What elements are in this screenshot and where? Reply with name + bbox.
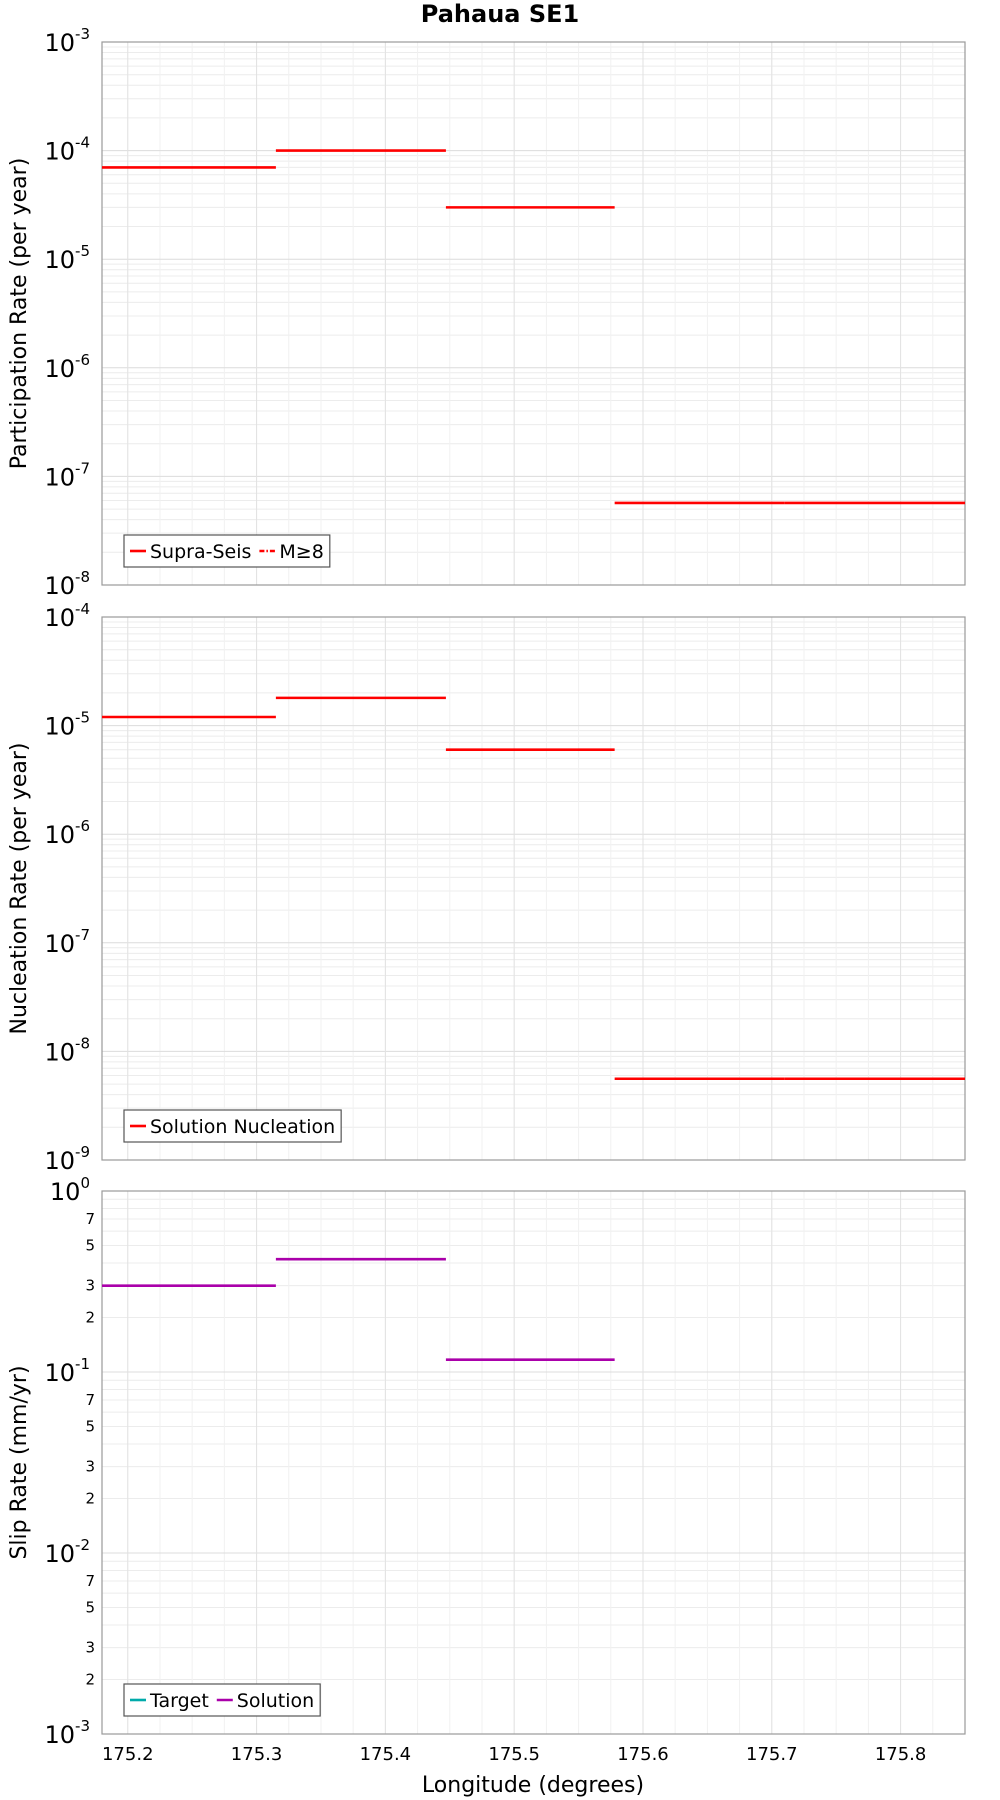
y-tick-label: 10-4 bbox=[44, 600, 90, 632]
y-tick-label: 10-4 bbox=[44, 134, 90, 166]
legend: Target Solution bbox=[123, 1683, 321, 1717]
y-axis-label: Slip Rate (mm/yr) bbox=[7, 1365, 32, 1559]
y-tick-exponent: -9 bbox=[75, 1143, 90, 1161]
y-minor-tick-label: 7 bbox=[85, 1572, 95, 1590]
legend-label: Solution Nucleation bbox=[150, 1116, 335, 1138]
y-minor-tick-label: 3 bbox=[85, 1277, 95, 1295]
y-minor-tick-label: 5 bbox=[85, 1598, 95, 1616]
plot-frame bbox=[101, 1190, 966, 1735]
y-tick-exponent: -7 bbox=[75, 926, 90, 944]
y-minor-tick-label: 3 bbox=[85, 1639, 95, 1657]
y-tick-label: 10-1 bbox=[44, 1355, 90, 1387]
x-tick-label: 175.4 bbox=[360, 1744, 412, 1765]
y-minor-tick-label: 7 bbox=[85, 1210, 95, 1228]
x-tick-label: 175.2 bbox=[102, 1744, 154, 1765]
y-tick-base: 10 bbox=[44, 355, 75, 383]
y-tick-label: 10-7 bbox=[44, 459, 90, 491]
y-tick-base: 10 bbox=[44, 138, 75, 166]
y-tick-base: 10 bbox=[44, 463, 75, 491]
y-tick-base: 10 bbox=[44, 1721, 75, 1749]
y-tick-label: 10-9 bbox=[44, 1143, 90, 1175]
y-tick-label: 10-6 bbox=[44, 817, 90, 849]
legend-label: Solution bbox=[237, 1690, 314, 1712]
y-tick-label: 10-3 bbox=[44, 25, 90, 57]
plot-frame bbox=[101, 41, 966, 586]
y-tick-exponent: -7 bbox=[75, 459, 90, 477]
y-tick-label: 10-3 bbox=[44, 1717, 90, 1749]
legend-label: Supra-Seis bbox=[150, 541, 251, 563]
y-tick-base: 10 bbox=[44, 29, 75, 57]
y-tick-base: 10 bbox=[44, 930, 75, 958]
legend: Solution Nucleation bbox=[123, 1109, 342, 1143]
y-tick-exponent: -6 bbox=[75, 351, 90, 369]
y-minor-tick-label: 3 bbox=[85, 1458, 95, 1476]
x-tick-label: 175.8 bbox=[875, 1744, 927, 1765]
y-tick-label: 10-5 bbox=[44, 242, 90, 274]
y-tick-base: 10 bbox=[44, 1359, 75, 1387]
legend-box bbox=[123, 534, 331, 568]
y-tick-label: 10-6 bbox=[44, 351, 90, 383]
y-tick-base: 10 bbox=[44, 713, 75, 741]
y-tick-exponent: -2 bbox=[75, 1536, 90, 1554]
y-axis-label: Participation Rate (per year) bbox=[7, 158, 32, 470]
y-axis-label: Nucleation Rate (per year) bbox=[7, 743, 32, 1035]
y-tick-label: 10-2 bbox=[44, 1536, 90, 1568]
y-tick-exponent: -5 bbox=[75, 709, 90, 727]
y-tick-label: 10-7 bbox=[44, 926, 90, 958]
legend-label: Target bbox=[149, 1690, 209, 1712]
y-tick-exponent: -4 bbox=[75, 600, 90, 618]
legend-label: M≥8 bbox=[279, 541, 323, 563]
y-minor-tick-label: 5 bbox=[85, 1417, 95, 1435]
y-tick-exponent: 0 bbox=[80, 1174, 90, 1192]
y-tick-exponent: -1 bbox=[75, 1355, 90, 1373]
y-minor-tick-label: 5 bbox=[85, 1236, 95, 1254]
x-axis-label: Longitude (degrees) bbox=[422, 1773, 644, 1798]
y-tick-exponent: -3 bbox=[75, 1717, 90, 1735]
y-tick-base: 10 bbox=[50, 1178, 81, 1206]
y-tick-exponent: -6 bbox=[75, 817, 90, 835]
y-minor-tick-label: 2 bbox=[85, 1671, 95, 1689]
y-tick-base: 10 bbox=[44, 1540, 75, 1568]
legend-box bbox=[123, 1109, 342, 1143]
x-tick-label: 175.3 bbox=[231, 1744, 283, 1765]
y-tick-base: 10 bbox=[44, 604, 75, 632]
y-tick-label: 100 bbox=[50, 1174, 90, 1206]
y-tick-exponent: -8 bbox=[75, 568, 90, 586]
y-tick-base: 10 bbox=[44, 821, 75, 849]
y-tick-label: 10-5 bbox=[44, 709, 90, 741]
y-tick-base: 10 bbox=[44, 1038, 75, 1066]
y-minor-tick-label: 2 bbox=[85, 1490, 95, 1508]
y-tick-exponent: -5 bbox=[75, 242, 90, 260]
y-tick-label: 10-8 bbox=[44, 568, 90, 600]
x-tick-label: 175.5 bbox=[488, 1744, 540, 1765]
y-minor-tick-label: 7 bbox=[85, 1391, 95, 1409]
x-tick-label: 175.7 bbox=[746, 1744, 798, 1765]
y-tick-base: 10 bbox=[44, 246, 75, 274]
y-tick-base: 10 bbox=[44, 572, 75, 600]
legend: Supra-Seis M≥8 bbox=[123, 534, 331, 568]
y-tick-base: 10 bbox=[44, 1147, 75, 1175]
x-tick-label: 175.6 bbox=[617, 1744, 669, 1765]
y-tick-label: 10-8 bbox=[44, 1034, 90, 1066]
y-tick-exponent: -8 bbox=[75, 1034, 90, 1052]
y-tick-exponent: -4 bbox=[75, 134, 90, 152]
chart-title: Pahaua SE1 bbox=[421, 0, 579, 28]
y-minor-tick-label: 2 bbox=[85, 1309, 95, 1327]
plot-frame bbox=[101, 616, 966, 1161]
y-tick-exponent: -3 bbox=[75, 25, 90, 43]
